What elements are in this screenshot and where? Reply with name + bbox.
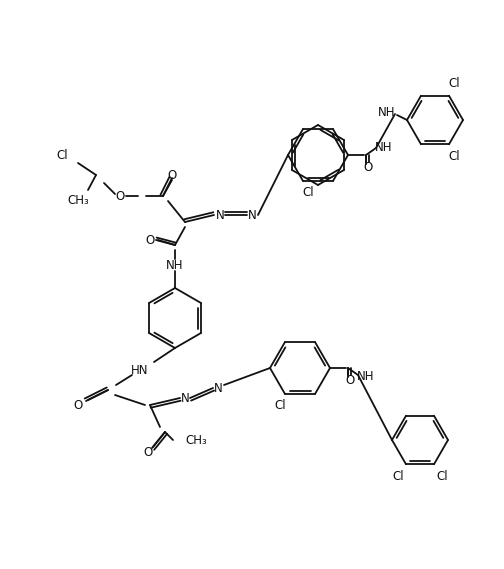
Text: Cl: Cl	[274, 399, 286, 413]
Text: NH: NH	[378, 105, 396, 118]
Text: N: N	[214, 381, 222, 394]
Text: N: N	[247, 208, 257, 221]
Text: O: O	[74, 398, 83, 411]
Text: Cl: Cl	[392, 470, 404, 483]
Text: Cl: Cl	[436, 470, 448, 483]
Text: NH: NH	[166, 258, 184, 271]
Text: Cl: Cl	[448, 150, 460, 163]
Text: O: O	[145, 233, 155, 246]
Text: CH₃: CH₃	[185, 434, 207, 447]
Text: N: N	[216, 208, 224, 221]
Text: HN: HN	[131, 364, 149, 377]
Text: O: O	[363, 160, 372, 174]
Text: O: O	[345, 373, 355, 386]
Text: N: N	[180, 391, 190, 405]
Text: CH₃: CH₃	[67, 193, 89, 207]
Text: O: O	[115, 189, 124, 203]
Text: Cl: Cl	[302, 187, 314, 200]
Text: O: O	[167, 168, 176, 182]
Text: Cl: Cl	[448, 77, 460, 90]
Text: NH: NH	[375, 141, 393, 154]
Text: Cl: Cl	[56, 149, 68, 162]
Text: NH: NH	[357, 369, 375, 382]
Text: O: O	[143, 446, 153, 459]
